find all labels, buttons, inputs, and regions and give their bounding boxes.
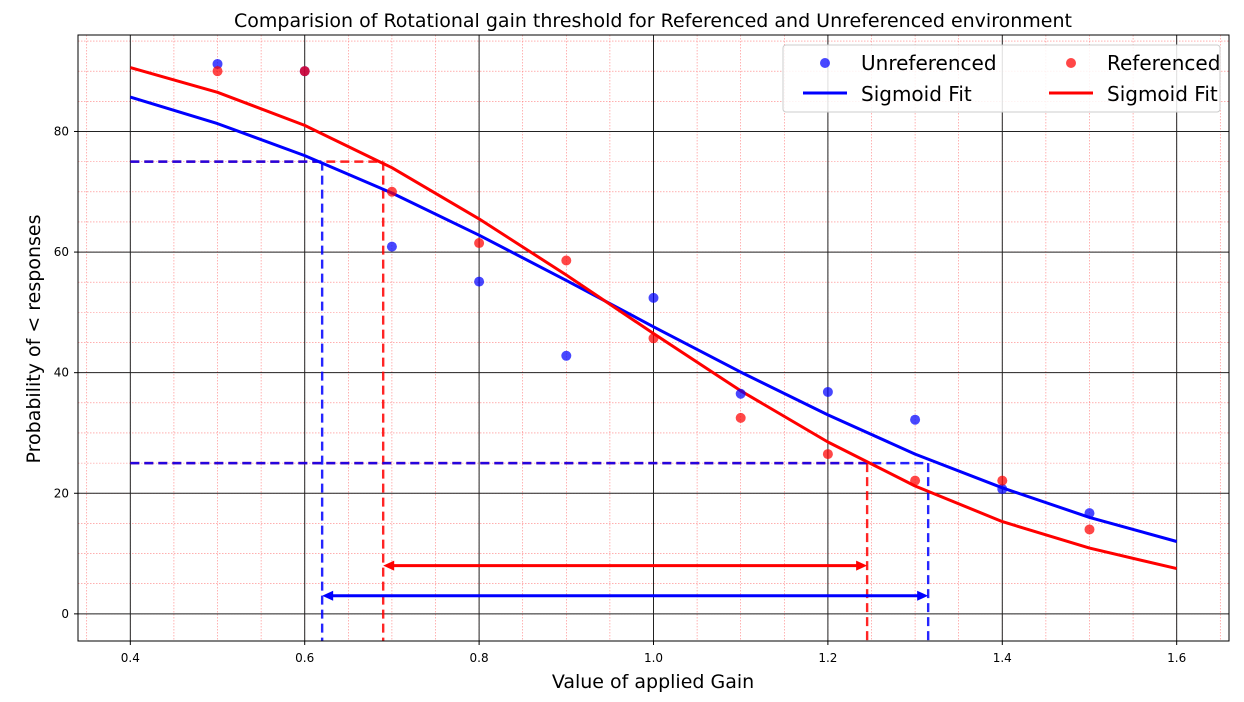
x-tick-label: 1.6: [1167, 651, 1186, 665]
data-point: [822, 386, 833, 397]
range-arrow-head: [322, 590, 334, 601]
data-point: [997, 484, 1008, 495]
plot-frame: [77, 34, 1230, 642]
data-point: [910, 414, 921, 425]
legend-marker: [1066, 58, 1076, 68]
grid: [78, 35, 1229, 641]
y-tick-label: 80: [54, 124, 69, 138]
data-points: [212, 58, 1095, 535]
x-axis-label: Value of applied Gain: [552, 671, 754, 693]
y-tick-label: 60: [54, 245, 69, 259]
data-point: [822, 449, 833, 460]
data-point: [474, 238, 485, 249]
data-point: [561, 350, 572, 361]
data-point: [648, 333, 659, 344]
legend-box: [782, 44, 1221, 113]
data-point: [735, 388, 746, 399]
range-arrow-head: [856, 560, 868, 571]
legend-marker: [820, 58, 830, 68]
data-point: [648, 292, 659, 303]
legend-label: Referenced: [1107, 51, 1220, 75]
data-point: [212, 58, 223, 69]
axes: 0.4 0.6 0.8 1.0 1.2 1.4 1.6 0 20 40 60 80: [54, 34, 1230, 665]
data-point: [474, 276, 485, 287]
x-tick-label: 0.6: [295, 651, 314, 665]
data-point: [1084, 508, 1095, 519]
range-arrows: [322, 560, 929, 601]
data-point: [386, 186, 397, 197]
data-point: [1084, 524, 1095, 535]
y-tick-label: 0: [61, 607, 69, 621]
data-point: [561, 255, 572, 266]
y-tick-label: 40: [54, 366, 69, 380]
y-tick-label: 20: [54, 486, 69, 500]
range-arrow-head: [383, 560, 395, 571]
legend-label: Unreferenced: [861, 51, 997, 75]
chart-title: Comparision of Rotational gain threshold…: [234, 10, 1072, 32]
legend-label: Sigmoid Fit: [1107, 82, 1218, 106]
x-tick-label: 0.8: [470, 651, 489, 665]
data-point: [386, 241, 397, 252]
data-point: [997, 475, 1008, 486]
x-tick-label: 1.2: [818, 651, 837, 665]
legend-label: Sigmoid Fit: [861, 82, 972, 106]
x-tick-label: 0.4: [121, 651, 140, 665]
x-tick-label: 1.0: [644, 651, 663, 665]
data-point: [212, 66, 223, 77]
legend: Unreferenced Sigmoid Fit Referenced Sigmoid…: [782, 44, 1221, 113]
data-point: [910, 475, 921, 486]
data-point: [735, 412, 746, 423]
data-point: [299, 66, 310, 77]
range-arrow-head: [917, 590, 929, 601]
x-tick-label: 1.4: [993, 651, 1012, 665]
y-axis-label: Probability of < responses: [23, 215, 45, 464]
threshold-lines: [130, 160, 930, 641]
